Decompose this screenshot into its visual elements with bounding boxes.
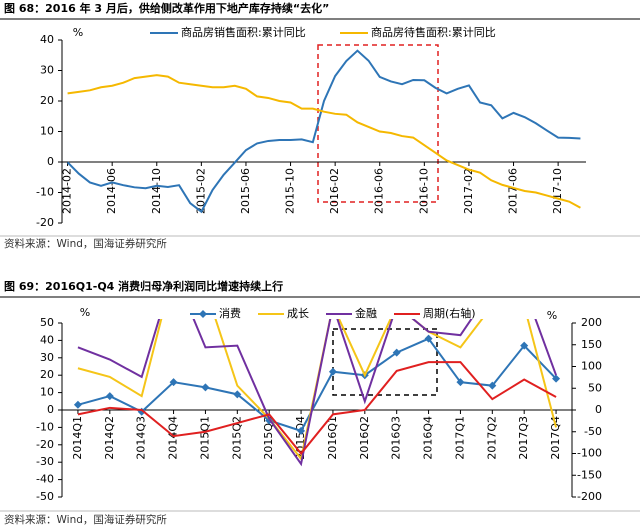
source: 资料来源：Wind，国海证券研究所 [4, 237, 167, 250]
y2-tick-label: -100 [577, 447, 602, 460]
x-tick-label: 2015Q2 [230, 416, 243, 460]
y-tick-label: 20 [40, 94, 54, 107]
x-tick-label: 2014-06 [105, 168, 118, 214]
x-tick-label: 2014Q3 [135, 416, 148, 460]
y2-tick-label: -200 [577, 490, 602, 503]
x-tick-label: 2014-10 [150, 168, 163, 214]
x-tick-label: 2017-02 [462, 168, 475, 214]
x-tick-label: 2016-10 [417, 168, 430, 214]
data-point [328, 367, 337, 376]
legend-label: 金融 [355, 306, 377, 320]
legend-label: 商品房待售面积:累计同比 [371, 25, 496, 39]
series [77, 361, 557, 456]
figure-title: 图 69：2016Q1-Q4 消费归母净利润同比增速持续上行 [4, 279, 283, 293]
y-tick-label: -40 [36, 473, 54, 486]
x-tick-label: 2017-06 [507, 168, 520, 214]
y-tick-label: 10 [40, 386, 54, 399]
y-tick-label: 20 [40, 368, 54, 381]
y-unit: % [73, 26, 83, 39]
data-point [73, 400, 82, 409]
y-tick-label: -50 [36, 490, 54, 503]
highlight-box [317, 44, 439, 203]
y-tick-label: -10 [36, 186, 54, 199]
x-tick-label: 2016Q1 [326, 416, 339, 460]
data-point [392, 348, 401, 357]
data-point [552, 374, 561, 383]
y2-tick-label: -150 [577, 468, 602, 481]
y2-tick-label: 150 [581, 338, 602, 351]
x-tick-label: 2016Q4 [422, 416, 435, 460]
x-tick-label: 2017Q3 [517, 416, 530, 460]
data-point [424, 334, 433, 343]
y-tick-label: 0 [47, 155, 54, 168]
data-point [201, 383, 210, 392]
y-tick-label: 30 [40, 64, 54, 77]
series [77, 319, 558, 467]
series-line [77, 319, 558, 467]
x-tick-label: 2015Q3 [262, 416, 275, 460]
series-line [77, 361, 557, 456]
y-tick-label: -20 [36, 216, 54, 229]
y2-tick-label: 50 [588, 381, 602, 394]
data-point [297, 426, 306, 435]
series-line [66, 49, 581, 214]
y-unit: % [80, 306, 90, 319]
legend-label: 商品房销售面积:累计同比 [181, 25, 306, 39]
source: 资料来源：Wind，国海证券研究所 [4, 513, 167, 526]
y2-tick-label: 100 [581, 360, 602, 373]
x-tick-label: 2015-02 [194, 168, 207, 214]
legend-marker [199, 310, 207, 318]
x-tick-label: 2016-06 [373, 168, 386, 214]
data-point [105, 392, 114, 401]
x-tick-label: 2016-02 [328, 168, 341, 214]
figure-title: 图 68：2016 年 3 月后，供给侧改革作用下地产库存持续“去化” [4, 1, 329, 15]
x-tick-label: 2015Q1 [198, 416, 211, 460]
legend-label: 周期(右轴) [423, 306, 476, 320]
series-line [67, 74, 581, 209]
x-tick-label: 2014Q4 [167, 416, 180, 460]
x-tick-label: 2015-06 [239, 168, 252, 214]
y-tick-label: 40 [40, 33, 54, 46]
y-tick-label: 10 [40, 125, 54, 138]
series [73, 334, 561, 435]
y-tick-label: 40 [40, 333, 54, 346]
y2-tick-label: 0 [595, 403, 602, 416]
x-tick-label: 2017-10 [551, 168, 564, 214]
series-line [77, 337, 557, 433]
data-point [233, 390, 242, 399]
y-tick-label: -10 [36, 420, 54, 433]
series [66, 49, 581, 214]
legend-label: 消费 [219, 306, 241, 320]
y2-unit: % [547, 309, 557, 322]
x-tick-label: 2014-02 [61, 168, 74, 214]
x-tick-label: 2016Q2 [358, 416, 371, 460]
x-tick-label: 2015-10 [284, 168, 297, 214]
data-point [520, 341, 529, 350]
y-tick-label: -20 [36, 438, 54, 451]
y-tick-label: 50 [40, 316, 54, 329]
x-tick-label: 2017Q1 [453, 416, 466, 460]
x-tick-label: 2017Q2 [485, 416, 498, 460]
y-tick-label: 30 [40, 351, 54, 364]
data-point [169, 378, 178, 387]
y2-tick-label: -50 [584, 425, 602, 438]
y-tick-label: -30 [36, 455, 54, 468]
x-tick-label: 2017Q4 [549, 416, 562, 460]
x-tick-label: 2014Q1 [71, 416, 84, 460]
y-tick-label: 0 [47, 403, 54, 416]
x-tick-label: 2014Q2 [103, 416, 116, 460]
data-point [456, 378, 465, 387]
legend-label: 成长 [287, 307, 309, 320]
x-tick-label: 2016Q3 [390, 416, 403, 460]
y2-tick-label: 200 [581, 316, 602, 329]
series [67, 74, 581, 209]
data-point [488, 381, 497, 390]
